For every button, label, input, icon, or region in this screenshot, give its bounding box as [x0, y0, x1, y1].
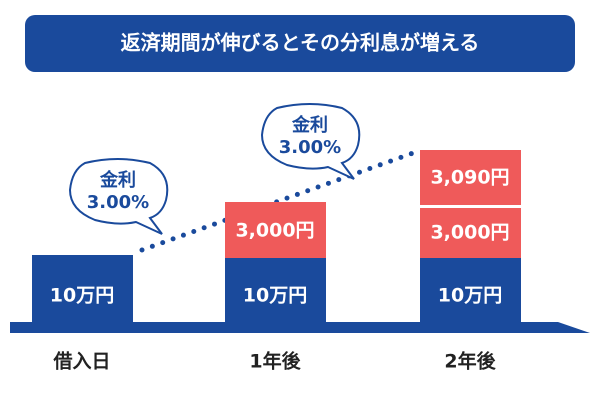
block-label: 3,000円: [235, 220, 314, 242]
principal-block: [420, 258, 521, 333]
bubble-text: 金利: [291, 114, 328, 136]
interest-block: [420, 150, 521, 205]
speech-bubble: [260, 103, 361, 180]
interest-block: [225, 202, 326, 258]
title-banner: [25, 15, 575, 72]
column-label: 借入日: [52, 350, 110, 373]
title: 返済期間が伸びるとその分利息が増える: [121, 31, 480, 55]
block-label: 10万円: [50, 285, 114, 307]
column-label: 2年後: [444, 350, 496, 373]
interest-block: [420, 208, 521, 258]
bubble-text: 3.00%: [279, 137, 341, 158]
bubble-text: 金利: [99, 169, 136, 191]
bubble-text: 3.00%: [87, 192, 149, 213]
principal-block: [32, 255, 133, 333]
block-label: 10万円: [438, 285, 502, 307]
trend-dots: [139, 149, 419, 253]
block-label: 10万円: [243, 285, 307, 307]
block-label: 3,000円: [430, 222, 509, 244]
block-label: 3,090円: [430, 167, 509, 189]
column-label: 1年後: [249, 350, 301, 373]
principal-block: [225, 258, 326, 333]
speech-bubble: [68, 158, 169, 235]
